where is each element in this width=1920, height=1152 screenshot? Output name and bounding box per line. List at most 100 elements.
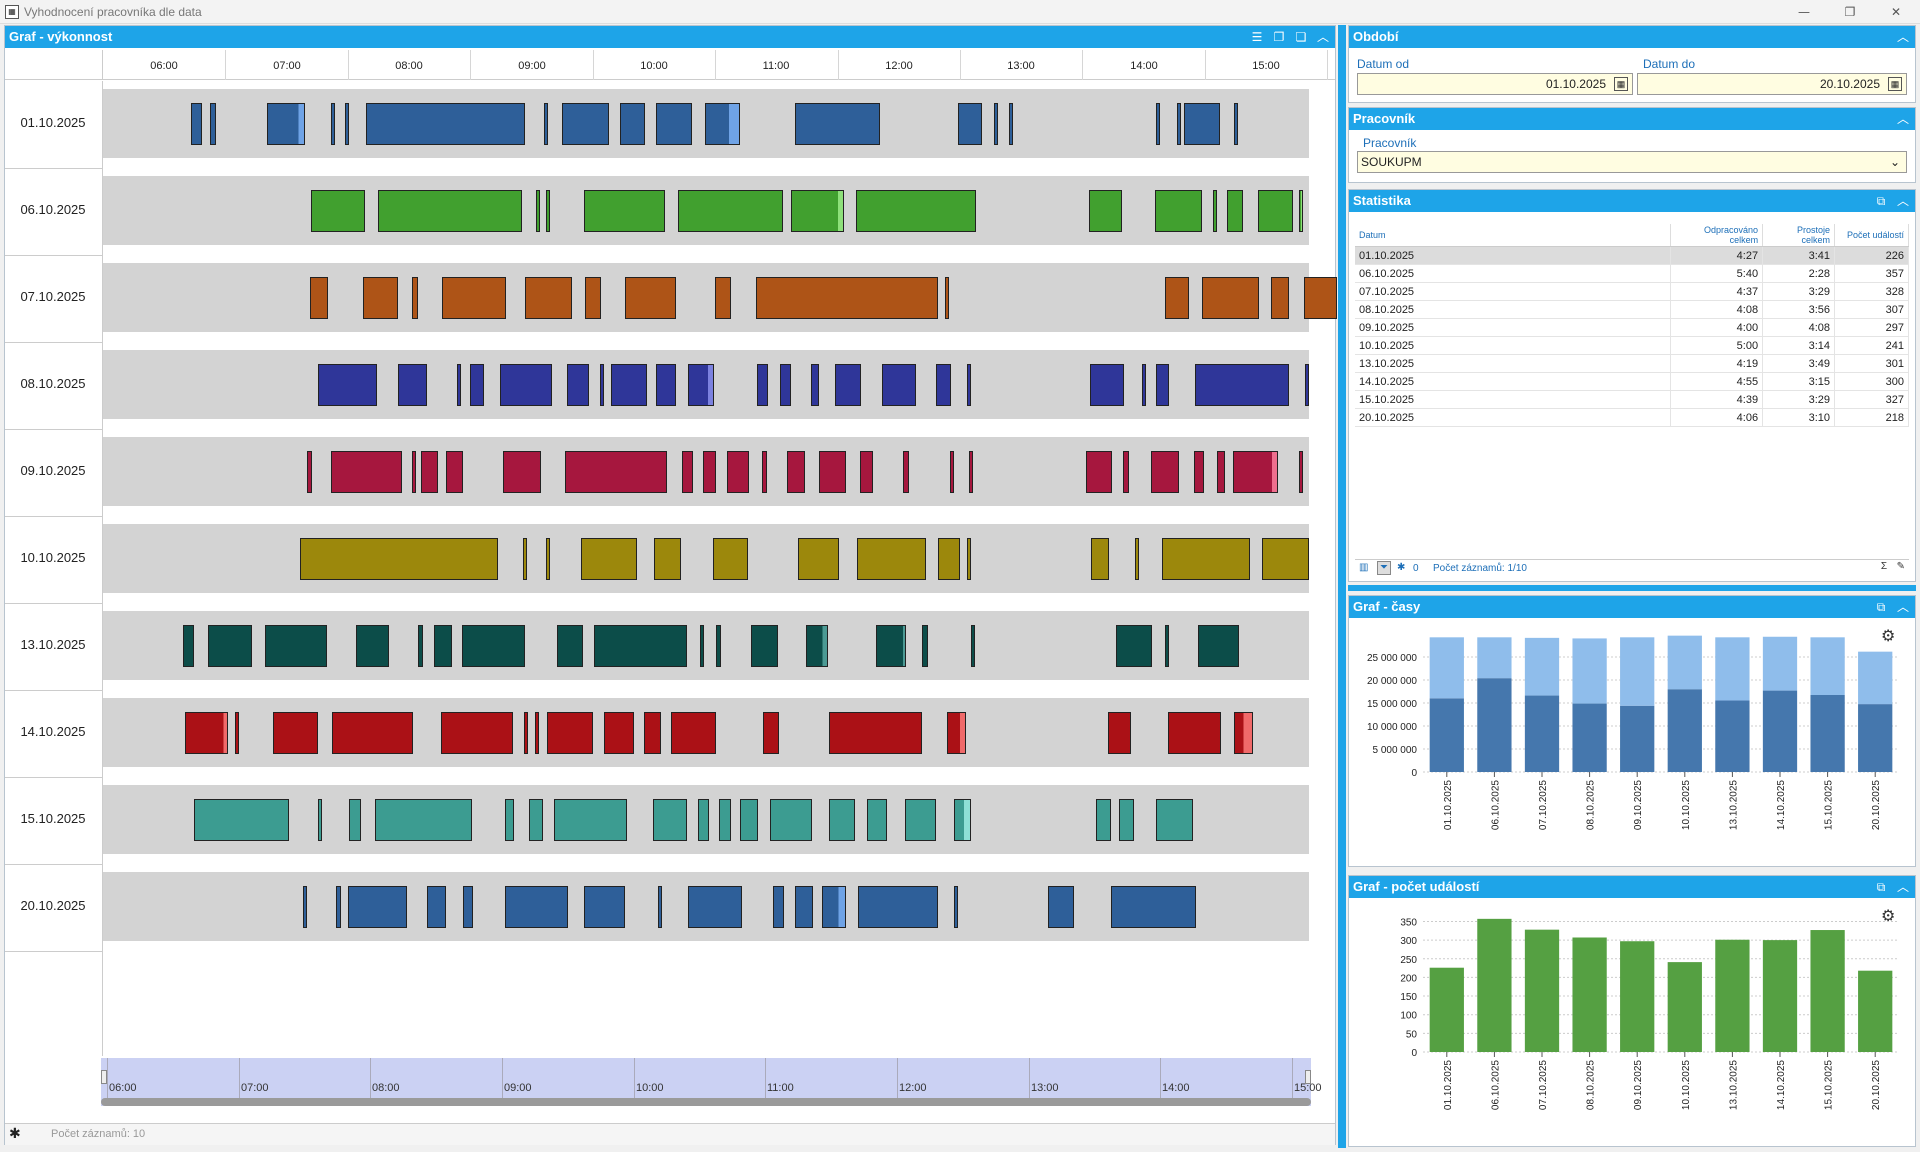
activity-segment[interactable] xyxy=(330,451,402,493)
column-header[interactable]: Datum xyxy=(1355,224,1672,247)
activity-segment[interactable] xyxy=(543,103,548,145)
collapse-icon[interactable]: ︿ xyxy=(1316,30,1329,44)
activity-segment[interactable] xyxy=(794,103,881,145)
activity-segment[interactable] xyxy=(953,886,958,928)
activity-segment[interactable] xyxy=(902,451,909,493)
activity-segment[interactable] xyxy=(193,799,290,841)
table-row[interactable]: 15.10.2025 4:39 3:29 327 xyxy=(1355,390,1909,409)
activity-segment[interactable] xyxy=(922,625,929,667)
gear-icon[interactable]: ⚙ xyxy=(1881,906,1896,925)
popout-icon[interactable]: ⧉ xyxy=(1876,880,1886,894)
range-handle-left[interactable] xyxy=(101,1070,107,1084)
activity-segment[interactable] xyxy=(1091,538,1110,580)
activity-segment[interactable] xyxy=(273,712,319,754)
table-row[interactable]: 08.10.2025 4:08 3:56 307 xyxy=(1355,300,1909,319)
activity-segment[interactable] xyxy=(442,277,506,319)
activity-segment[interactable] xyxy=(971,625,976,667)
activity-segment[interactable] xyxy=(600,364,605,406)
activity-segment[interactable] xyxy=(780,364,792,406)
activity-segment[interactable] xyxy=(946,712,967,754)
activity-segment[interactable] xyxy=(1119,799,1134,841)
activity-segment[interactable] xyxy=(935,364,952,406)
activity-segment[interactable] xyxy=(1184,103,1220,145)
chevron-down-icon[interactable]: ⌄ xyxy=(1889,155,1900,169)
activity-segment[interactable] xyxy=(688,364,714,406)
activity-segment[interactable] xyxy=(331,712,413,754)
activity-segment[interactable] xyxy=(653,538,681,580)
activity-segment[interactable] xyxy=(1142,364,1147,406)
activity-segment[interactable] xyxy=(445,451,463,493)
activity-segment[interactable] xyxy=(398,364,428,406)
activity-segment[interactable] xyxy=(945,277,950,319)
horizontal-scrollbar[interactable] xyxy=(101,1098,1311,1106)
column-header[interactable]: Prostoje celkem xyxy=(1762,224,1836,247)
activity-segment[interactable] xyxy=(1164,625,1169,667)
horizontal-splitter[interactable] xyxy=(1348,585,1916,591)
activity-segment[interactable] xyxy=(1271,277,1290,319)
activity-segment[interactable] xyxy=(585,277,602,319)
calendar-icon[interactable]: ▦ xyxy=(1888,77,1902,91)
activity-segment[interactable] xyxy=(1086,451,1112,493)
table-row[interactable]: 14.10.2025 4:55 3:15 300 xyxy=(1355,372,1909,391)
activity-segment[interactable] xyxy=(1176,103,1181,145)
activity-segment[interactable] xyxy=(1304,277,1338,319)
activity-segment[interactable] xyxy=(671,712,717,754)
activity-segment[interactable] xyxy=(1226,190,1243,232)
settings-icon[interactable]: ✱ xyxy=(9,1126,21,1142)
popout-icon[interactable]: ⧉ xyxy=(1876,600,1886,614)
collapse-icon[interactable]: ︿ xyxy=(1896,112,1909,126)
activity-segment[interactable] xyxy=(718,799,732,841)
activity-segment[interactable] xyxy=(209,103,216,145)
activity-segment[interactable] xyxy=(525,277,572,319)
activity-segment[interactable] xyxy=(682,451,694,493)
popout-icon[interactable]: ⧉ xyxy=(1876,194,1886,208)
date-from-field[interactable]: 01.10.2025 ▦ xyxy=(1357,73,1633,95)
activity-segment[interactable] xyxy=(433,625,452,667)
activity-segment[interactable] xyxy=(1155,103,1160,145)
activity-segment[interactable] xyxy=(536,190,541,232)
activity-segment[interactable] xyxy=(1122,451,1129,493)
column-header[interactable]: Odpracováno celkem xyxy=(1670,224,1764,247)
activity-segment[interactable] xyxy=(267,103,306,145)
activity-segment[interactable] xyxy=(1234,103,1239,145)
activity-segment[interactable] xyxy=(700,625,705,667)
activity-segment[interactable] xyxy=(235,712,240,754)
activity-segment[interactable] xyxy=(858,886,938,928)
collapse-icon[interactable]: ︿ xyxy=(1896,600,1909,614)
activity-segment[interactable] xyxy=(522,538,527,580)
activity-segment[interactable] xyxy=(712,538,749,580)
activity-segment[interactable] xyxy=(1299,190,1304,232)
table-row[interactable]: 13.10.2025 4:19 3:49 301 xyxy=(1355,354,1909,373)
activity-segment[interactable] xyxy=(755,277,938,319)
table-row[interactable]: 06.10.2025 5:40 2:28 357 xyxy=(1355,264,1909,283)
activity-segment[interactable] xyxy=(819,451,847,493)
activity-segment[interactable] xyxy=(504,886,569,928)
activity-segment[interactable] xyxy=(705,103,740,145)
activity-segment[interactable] xyxy=(374,799,472,841)
activity-segment[interactable] xyxy=(967,364,972,406)
close-icon[interactable]: ✕ xyxy=(1890,5,1902,19)
collapse-icon[interactable]: ︿ xyxy=(1896,194,1909,208)
activity-segment[interactable] xyxy=(504,799,515,841)
activity-segment[interactable] xyxy=(524,712,529,754)
activity-segment[interactable] xyxy=(750,625,778,667)
activity-segment[interactable] xyxy=(702,451,717,493)
activity-segment[interactable] xyxy=(656,103,692,145)
activity-segment[interactable] xyxy=(1110,886,1197,928)
activity-segment[interactable] xyxy=(1195,364,1290,406)
activity-segment[interactable] xyxy=(564,451,668,493)
activity-segment[interactable] xyxy=(657,886,662,928)
columns-icon[interactable]: ▥ xyxy=(1359,562,1369,573)
activity-segment[interactable] xyxy=(1305,364,1310,406)
filter-icon[interactable]: ⏷ xyxy=(1377,561,1391,575)
activity-segment[interactable] xyxy=(727,451,750,493)
activity-segment[interactable] xyxy=(762,712,779,754)
activity-segment[interactable] xyxy=(311,190,365,232)
activity-segment[interactable] xyxy=(411,277,418,319)
activity-segment[interactable] xyxy=(855,190,976,232)
minimize-icon[interactable]: — xyxy=(1798,5,1810,19)
vertical-splitter[interactable] xyxy=(1338,25,1346,1148)
activity-segment[interactable] xyxy=(611,364,647,406)
activity-segment[interactable] xyxy=(715,277,732,319)
activity-segment[interactable] xyxy=(968,451,973,493)
